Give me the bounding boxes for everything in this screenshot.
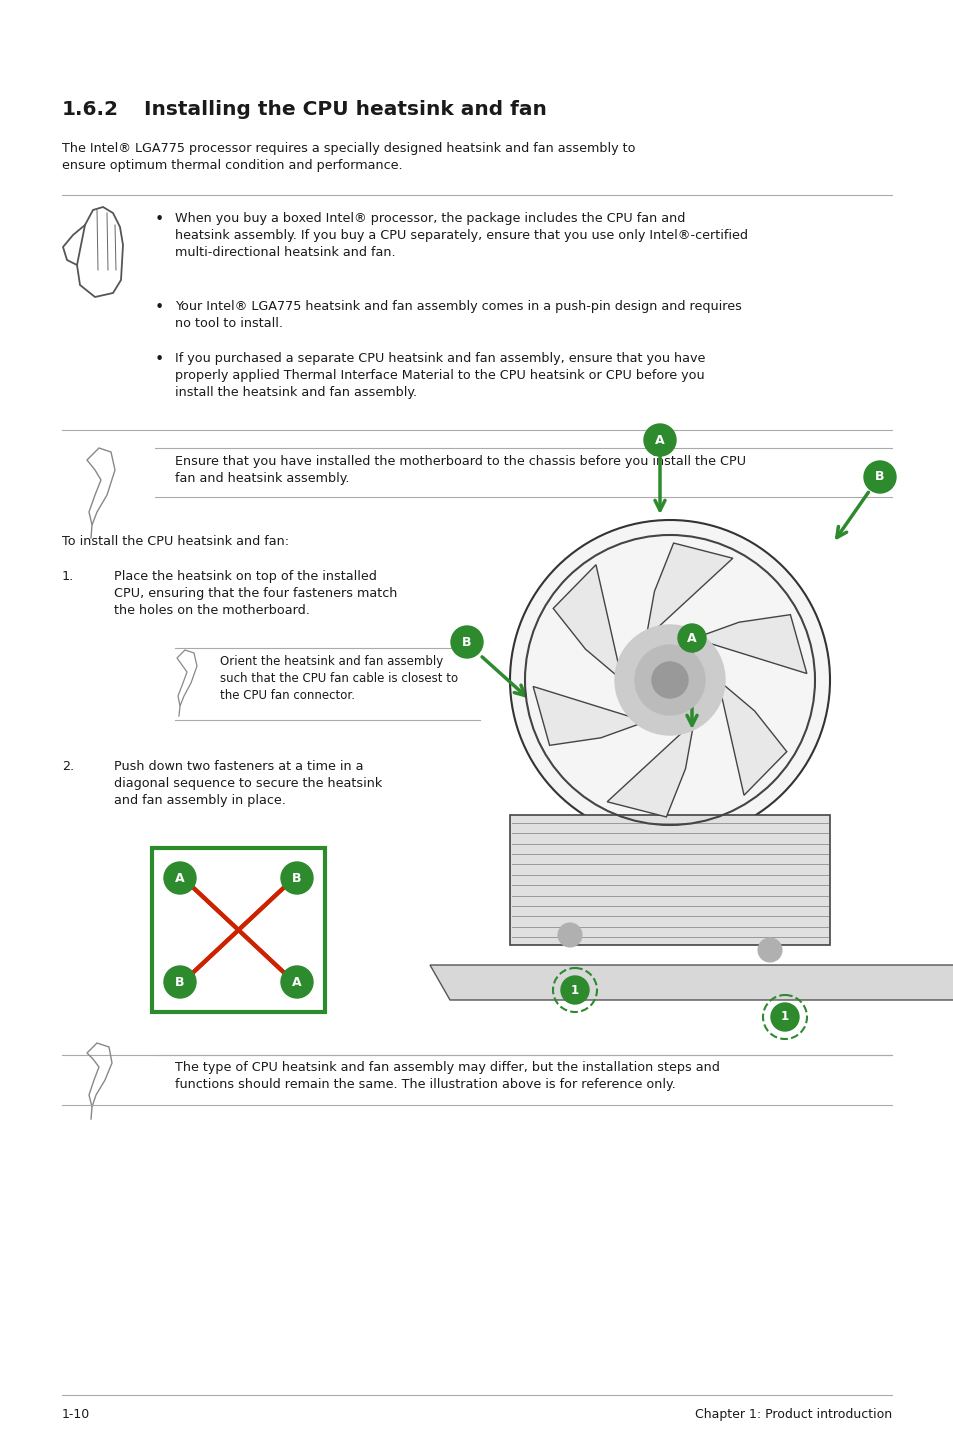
Circle shape: [281, 966, 313, 998]
Text: Ensure that you have installed the motherboard to the chassis before you install: Ensure that you have installed the mothe…: [174, 454, 745, 485]
Circle shape: [651, 661, 687, 697]
Text: A: A: [655, 433, 664, 447]
Circle shape: [678, 624, 705, 651]
Text: The Intel® LGA775 processor requires a specially designed heatsink and fan assem: The Intel® LGA775 processor requires a s…: [62, 142, 635, 173]
Text: 2.: 2.: [62, 761, 74, 774]
Circle shape: [281, 861, 313, 894]
Circle shape: [770, 1002, 799, 1031]
Text: A: A: [292, 975, 301, 988]
Polygon shape: [693, 614, 806, 673]
Text: B: B: [462, 636, 471, 649]
Circle shape: [863, 462, 895, 493]
Polygon shape: [533, 686, 645, 745]
Text: 1.6.2: 1.6.2: [62, 101, 119, 119]
Text: •: •: [154, 301, 164, 315]
Text: 1.: 1.: [62, 569, 74, 582]
Text: Installing the CPU heatsink and fan: Installing the CPU heatsink and fan: [144, 101, 546, 119]
Circle shape: [615, 626, 724, 735]
Circle shape: [635, 646, 704, 715]
FancyBboxPatch shape: [152, 848, 325, 1012]
Circle shape: [558, 923, 581, 948]
Text: 1: 1: [570, 984, 578, 997]
Text: •: •: [154, 352, 164, 367]
Text: Push down two fasteners at a time in a
diagonal sequence to secure the heatsink
: Push down two fasteners at a time in a d…: [113, 761, 382, 807]
Text: 1-10: 1-10: [62, 1408, 91, 1421]
Text: When you buy a boxed Intel® processor, the package includes the CPU fan and
heat: When you buy a boxed Intel® processor, t…: [174, 211, 747, 259]
Polygon shape: [645, 544, 732, 638]
Circle shape: [758, 938, 781, 962]
Polygon shape: [430, 965, 953, 999]
Polygon shape: [718, 680, 786, 795]
Circle shape: [643, 424, 676, 456]
Text: •: •: [154, 211, 164, 227]
Text: A: A: [175, 871, 185, 884]
Text: A: A: [686, 631, 696, 644]
Circle shape: [560, 976, 588, 1004]
Circle shape: [164, 966, 195, 998]
Text: B: B: [874, 470, 883, 483]
Polygon shape: [553, 565, 621, 680]
Circle shape: [451, 626, 482, 659]
FancyBboxPatch shape: [510, 815, 829, 945]
Text: Chapter 1: Product introduction: Chapter 1: Product introduction: [694, 1408, 891, 1421]
Circle shape: [164, 861, 195, 894]
Text: The type of CPU heatsink and fan assembly may differ, but the installation steps: The type of CPU heatsink and fan assembl…: [174, 1061, 720, 1091]
Circle shape: [510, 521, 829, 840]
Text: If you purchased a separate CPU heatsink and fan assembly, ensure that you have
: If you purchased a separate CPU heatsink…: [174, 352, 704, 398]
Text: Your Intel® LGA775 heatsink and fan assembly comes in a push-pin design and requ: Your Intel® LGA775 heatsink and fan asse…: [174, 301, 741, 329]
Text: B: B: [175, 975, 185, 988]
Polygon shape: [606, 722, 693, 817]
Text: B: B: [292, 871, 301, 884]
Text: Orient the heatsink and fan assembly
such that the CPU fan cable is closest to
t: Orient the heatsink and fan assembly suc…: [220, 654, 457, 702]
Text: To install the CPU heatsink and fan:: To install the CPU heatsink and fan:: [62, 535, 289, 548]
Text: Place the heatsink on top of the installed
CPU, ensuring that the four fasteners: Place the heatsink on top of the install…: [113, 569, 397, 617]
Text: 1: 1: [781, 1011, 788, 1024]
